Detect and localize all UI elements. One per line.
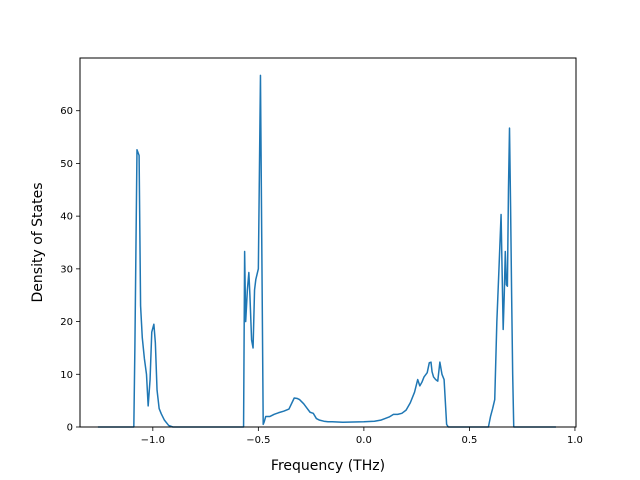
x-tick-label: −1.0	[141, 435, 165, 446]
y-tick-label: 10	[60, 370, 73, 381]
x-tick-label: 0.0	[356, 435, 372, 446]
y-tick-label: 20	[60, 317, 73, 328]
y-tick-label: 60	[60, 106, 73, 117]
x-tick-label: 0.5	[461, 435, 477, 446]
series-line-0	[97, 74, 556, 428]
y-tick-label: 40	[60, 212, 73, 223]
y-axis-ticks: 0 10 20 30 40 50 60	[60, 106, 80, 434]
plot-line-layer	[97, 74, 556, 428]
x-tick-label: −0.5	[246, 435, 270, 446]
y-tick-label: 50	[60, 159, 73, 170]
x-tick-label: 1.0	[567, 435, 583, 446]
y-axis-label: Density of States	[30, 183, 46, 303]
y-tick-label: 0	[67, 423, 73, 434]
x-axis-label: Frequency (THz)	[271, 458, 385, 474]
plot-frame	[79, 57, 577, 428]
y-tick-label: 30	[60, 264, 73, 275]
x-axis-ticks: −1.0 −0.5 0.0 0.5 1.0	[141, 427, 583, 446]
